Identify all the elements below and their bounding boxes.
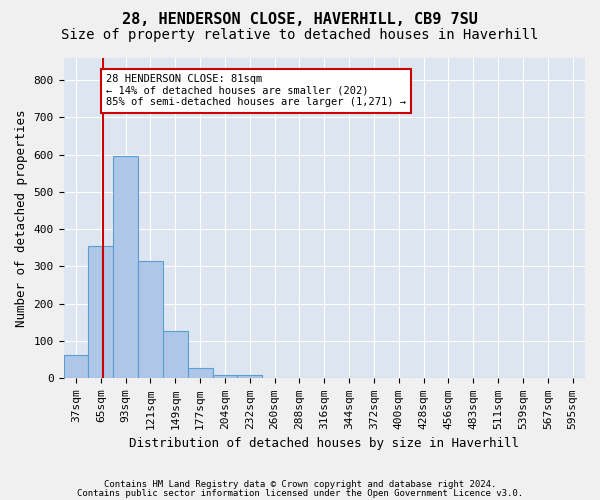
Bar xyxy=(88,246,113,378)
Y-axis label: Number of detached properties: Number of detached properties xyxy=(15,109,28,326)
Text: Contains HM Land Registry data © Crown copyright and database right 2024.: Contains HM Land Registry data © Crown c… xyxy=(104,480,496,489)
Bar xyxy=(212,374,238,378)
Text: Contains public sector information licensed under the Open Government Licence v3: Contains public sector information licen… xyxy=(77,488,523,498)
Bar xyxy=(64,355,88,378)
Bar xyxy=(163,330,188,378)
Bar xyxy=(238,376,262,378)
X-axis label: Distribution of detached houses by size in Haverhill: Distribution of detached houses by size … xyxy=(129,437,519,450)
Text: 28, HENDERSON CLOSE, HAVERHILL, CB9 7SU: 28, HENDERSON CLOSE, HAVERHILL, CB9 7SU xyxy=(122,12,478,28)
Bar xyxy=(138,261,163,378)
Bar xyxy=(113,156,138,378)
Text: Size of property relative to detached houses in Haverhill: Size of property relative to detached ho… xyxy=(61,28,539,42)
Text: 28 HENDERSON CLOSE: 81sqm
← 14% of detached houses are smaller (202)
85% of semi: 28 HENDERSON CLOSE: 81sqm ← 14% of detac… xyxy=(106,74,406,108)
Bar xyxy=(188,368,212,378)
